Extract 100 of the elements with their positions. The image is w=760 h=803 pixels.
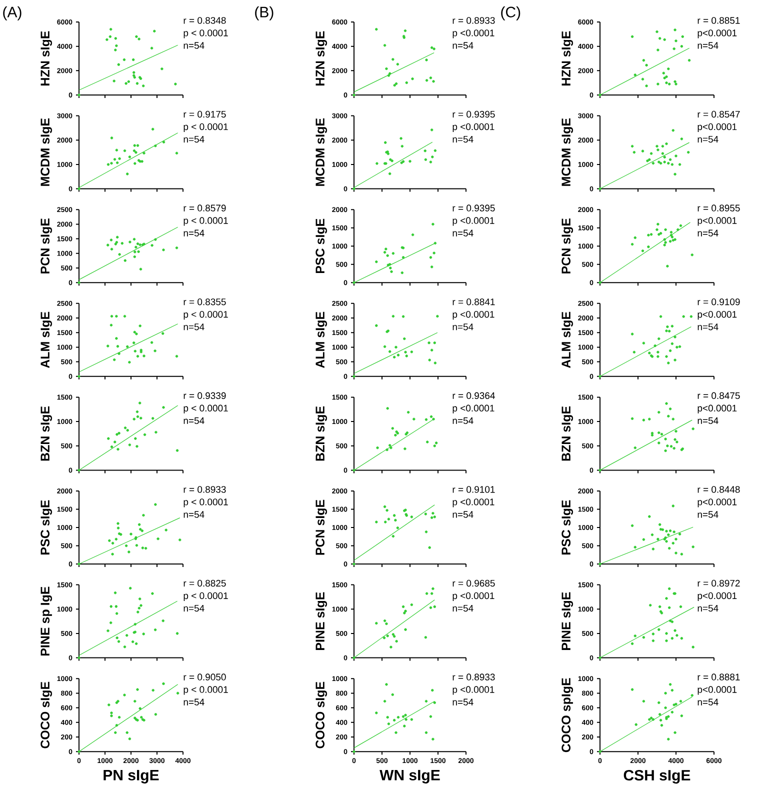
y-axis-title: HZN sIgE (316, 31, 328, 86)
text: n=54 (184, 604, 204, 612)
annotation: p<0.0001 (698, 498, 737, 508)
annotation: p <0.0001 (452, 686, 494, 695)
y-axis-title: MCDM sIgE (40, 118, 52, 186)
annotation: r = 0.9685 (452, 580, 495, 587)
annotation: p <0.0001 (452, 404, 494, 414)
annotation: n=54 (452, 324, 474, 330)
annotation: p<0.0001 (698, 686, 737, 695)
annotation: p<0.0001 (698, 30, 737, 38)
annotation: r = 0.9101 (452, 486, 495, 493)
annotation: n=54 (698, 511, 718, 518)
text: r = 0.8933 (184, 486, 226, 493)
x-axis-title: CSH sIgE (624, 770, 690, 784)
text: p < 0.0001 (184, 498, 228, 508)
text: r = 0.9339 (184, 392, 226, 400)
y-axis-title: HZN sIgE (562, 31, 574, 86)
text: n=54 (184, 698, 204, 706)
annotation: r = 0.8933 (452, 674, 495, 680)
annotation: n=54 (452, 604, 474, 612)
annotation: n=54 (452, 230, 474, 236)
text: r = 0.8348 (184, 17, 226, 24)
y-axis-title: ALM sIgE (562, 312, 574, 368)
text: p < 0.0001 (184, 310, 228, 320)
annotation: r = 0.9364 (452, 392, 495, 400)
y-axis-title: PSC sIgE (316, 218, 328, 274)
text: n=54 (184, 324, 204, 330)
annotation: r = 0.8933 (452, 17, 495, 24)
chart-title: (B) (255, 6, 274, 20)
text: r = 0.9175 (184, 110, 226, 118)
y-axis-title: BZN sIgE (316, 406, 328, 461)
y-axis-title: PCN sIgE (316, 500, 328, 555)
y-axis-title: PCN sIgE (40, 218, 52, 274)
text: p < 0.0001 (184, 404, 228, 414)
text: r = 0.8579 (184, 204, 226, 212)
annotation: r = 0.8972 (698, 580, 740, 587)
y-axis-title: PSC sIgE (40, 500, 52, 554)
annotation: p <0.0001 (452, 310, 494, 320)
annotation: n=54 (698, 136, 718, 143)
text: n=54 (184, 417, 204, 424)
y-axis-title: PINE sp IgE (40, 586, 52, 656)
annotation: r = 0.8448 (698, 486, 740, 493)
text: n=54 (184, 230, 204, 236)
annotation: r = 0.9109 (698, 298, 740, 306)
annotation: n=54 (452, 417, 474, 424)
annotation: r = 0.8475 (698, 392, 740, 400)
annotation: p <0.0001 (452, 592, 494, 601)
annotation: p<0.0001 (698, 123, 737, 132)
annotation: n=54 (698, 324, 718, 330)
annotation: r = 0.8881 (698, 674, 740, 680)
text: p < 0.0001 (184, 123, 228, 132)
annotation: n=54 (698, 230, 718, 236)
annotation: p <0.0001 (452, 30, 494, 38)
text: p < 0.0001 (184, 217, 228, 226)
annotation: p <0.0001 (452, 123, 494, 132)
annotation: p<0.0001 (698, 217, 737, 226)
annotation: p<0.0001 (698, 592, 737, 601)
annotation: n=54 (698, 698, 718, 706)
annotation: p <0.0001 (452, 498, 494, 508)
annotation: n=54 (452, 511, 474, 518)
x-axis-title: PN sIgE (104, 770, 159, 784)
annotation: p<0.0001 (698, 310, 737, 320)
text: r = 0.8355 (184, 298, 226, 306)
y-axis-title: PSC sIgE (562, 500, 574, 554)
annotation: r = 0.8841 (452, 298, 495, 306)
chart-title: (A) (3, 6, 22, 20)
text: p < 0.0001 (184, 592, 228, 601)
text: p < 0.0001 (184, 30, 228, 38)
annotation: n=54 (452, 698, 474, 706)
text: r = 0.8825 (184, 580, 226, 587)
text: n=54 (184, 136, 204, 143)
y-axis-title: BZN sIgE (40, 406, 52, 461)
annotation: p<0.0001 (698, 404, 737, 414)
x-axis-title: WN sIgE (380, 770, 440, 784)
text: p < 0.0001 (184, 686, 228, 695)
annotation: n=54 (698, 417, 718, 424)
y-axis-title: ALM sIgE (316, 312, 328, 368)
y-axis-title: COCO spIgE (562, 678, 574, 752)
y-axis-title: ALM sIgE (40, 312, 52, 368)
y-axis-title: COCO sIgE (316, 682, 328, 748)
annotation: r = 0.8851 (698, 17, 740, 24)
y-axis-title: BZN sIgE (562, 406, 574, 461)
annotation: r = 0.9395 (452, 110, 495, 118)
text: r = 0.9050 (184, 674, 226, 680)
annotation: n=54 (698, 604, 718, 612)
y-axis-title: HZN sIgE (40, 31, 52, 86)
annotation: p <0.0001 (452, 217, 494, 226)
text: n=54 (184, 42, 204, 49)
annotation: n=54 (452, 136, 474, 143)
y-axis-title: PINE sIgE (562, 592, 574, 650)
y-axis-title: PCN sIgE (562, 218, 574, 274)
y-axis-title: PINE sIgE (316, 592, 328, 650)
chart-title: (C) (501, 6, 520, 20)
annotation: r = 0.9395 (452, 204, 495, 212)
annotation: n=54 (698, 42, 718, 49)
annotation: r = 0.8547 (698, 110, 740, 118)
y-axis-title: MCDM sIgE (316, 118, 328, 186)
annotation: n=54 (452, 42, 474, 49)
text: n=54 (184, 511, 204, 518)
y-axis-title: MCDM sIgE (562, 118, 574, 186)
